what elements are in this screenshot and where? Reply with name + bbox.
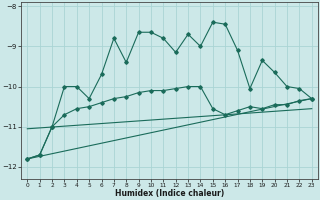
X-axis label: Humidex (Indice chaleur): Humidex (Indice chaleur) xyxy=(115,189,224,198)
